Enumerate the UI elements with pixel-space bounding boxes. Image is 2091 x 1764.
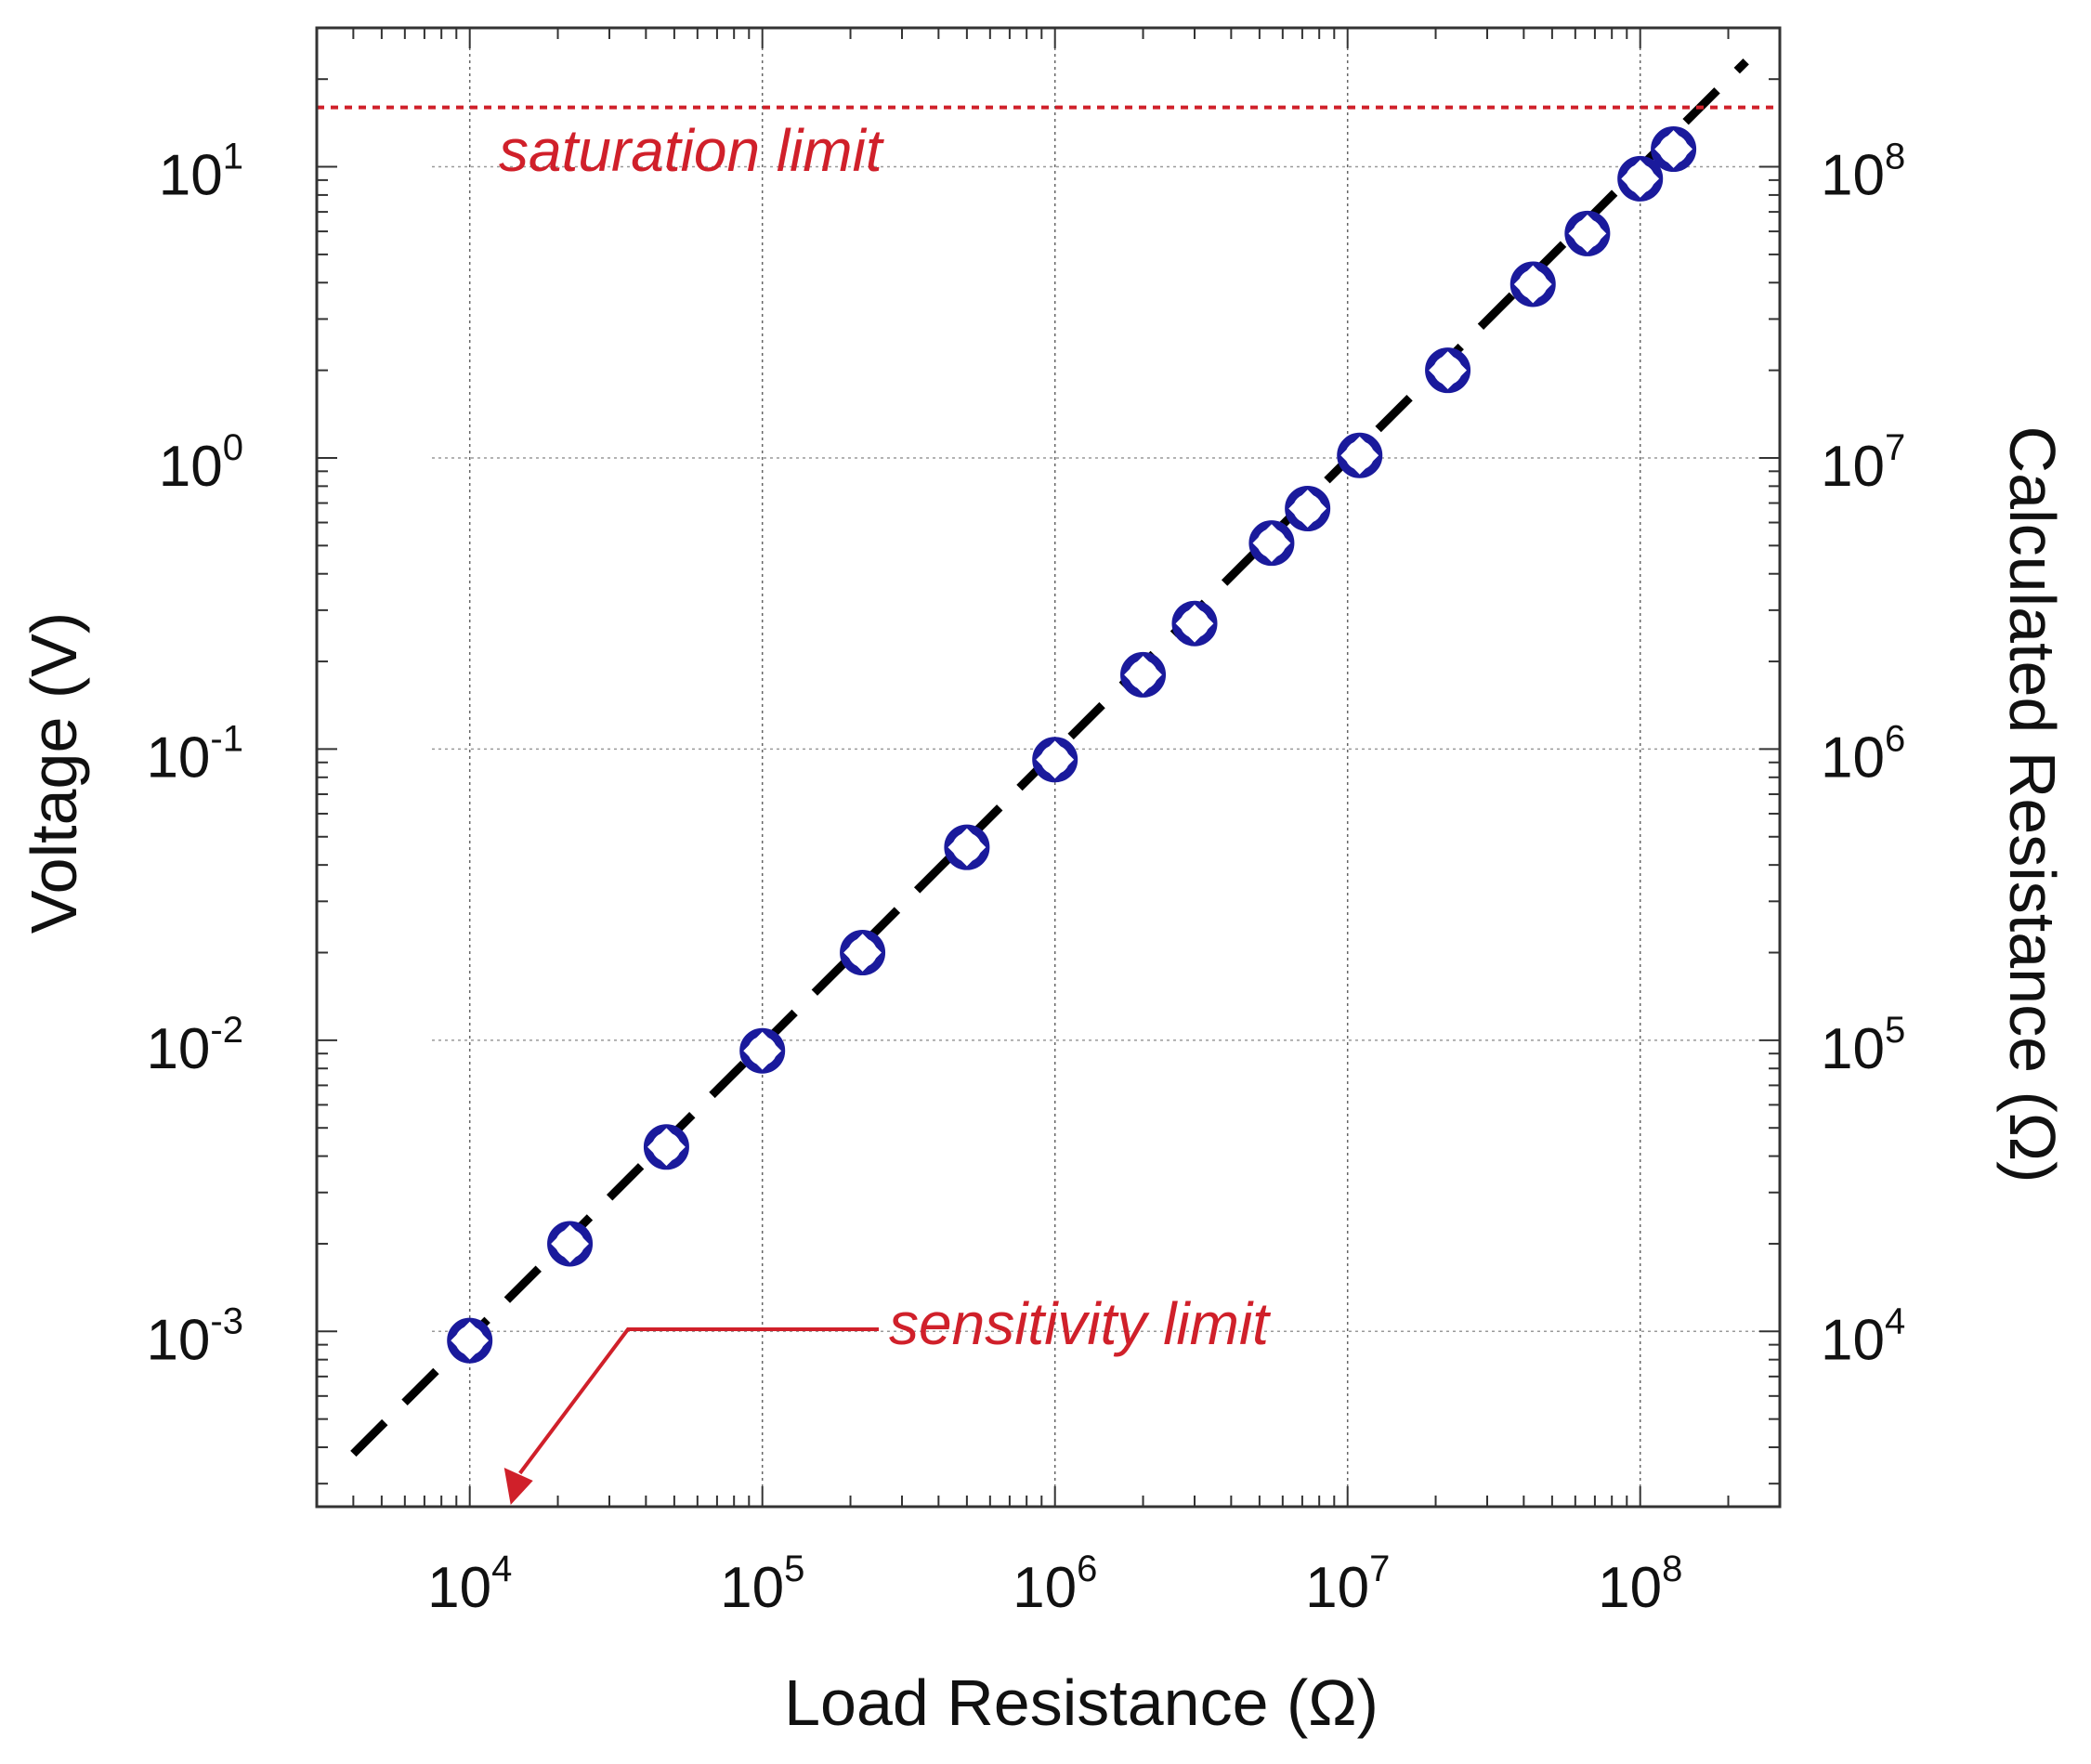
y2-tick-label: 108 xyxy=(1821,137,1905,208)
y-tick-label: 100 xyxy=(159,427,243,499)
y2-tick-label: 107 xyxy=(1821,427,1905,499)
x-tick-label: 106 xyxy=(1013,1548,1097,1620)
y2-tick-label: 104 xyxy=(1821,1300,1905,1372)
resistance-point xyxy=(1568,214,1607,253)
resistance-point xyxy=(843,934,882,972)
annotation-lines xyxy=(317,105,1780,1505)
resistance-point xyxy=(743,1031,782,1070)
x-tick-label: 105 xyxy=(720,1548,804,1620)
y-tick-label: 10-1 xyxy=(146,718,243,790)
y-tick-label: 101 xyxy=(159,137,243,208)
y2-tick-label: 106 xyxy=(1821,718,1905,790)
resistance-point xyxy=(947,828,987,867)
sensitivity-arrow-line xyxy=(518,1327,879,1475)
resistance-point xyxy=(1124,655,1162,694)
axis-ticks xyxy=(316,27,1781,1507)
data-markers xyxy=(447,126,1697,1364)
resistance-point xyxy=(647,1128,686,1167)
y2-axis-title: Calculated Resistance (Ω) xyxy=(1996,426,2069,1183)
resistance-point xyxy=(1175,604,1214,643)
saturation-limit-label: saturation limit xyxy=(499,117,884,184)
resistance-point xyxy=(1654,130,1693,168)
x-axis-title: Load Resistance (Ω) xyxy=(784,1666,1379,1739)
x-tick-label: 107 xyxy=(1305,1548,1390,1620)
resistance-point xyxy=(1288,490,1327,528)
resistance-point xyxy=(1429,351,1467,390)
resistance-point xyxy=(451,1321,490,1360)
resistance-point xyxy=(1036,740,1075,779)
y-tick-label: 10-2 xyxy=(146,1010,243,1081)
resistance-point xyxy=(1252,524,1291,563)
y2-tick-label: 105 xyxy=(1821,1010,1905,1081)
y-tick-label: 10-3 xyxy=(146,1300,243,1372)
resistance-point xyxy=(1513,265,1552,304)
x-tick-label: 104 xyxy=(427,1548,512,1620)
resistance-point xyxy=(551,1224,589,1263)
y-axis-title: Voltage (V) xyxy=(18,612,90,934)
x-tick-label: 108 xyxy=(1598,1548,1682,1620)
resistance-point xyxy=(1621,159,1660,198)
sensitivity-arrow-head xyxy=(503,1468,533,1505)
x-axis-tick-labels: 104 105 106 107 108 xyxy=(427,1548,1682,1620)
y2-axis-tick-labels: 104 105 106 107 108 xyxy=(1821,137,1905,1373)
y-axis-tick-labels: 10-3 10-2 10-1 100 101 xyxy=(146,137,243,1373)
sensitivity-limit-label: sensitivity limit xyxy=(889,1290,1271,1357)
plot-frame xyxy=(315,26,1782,1509)
resistance-point xyxy=(1340,436,1379,475)
